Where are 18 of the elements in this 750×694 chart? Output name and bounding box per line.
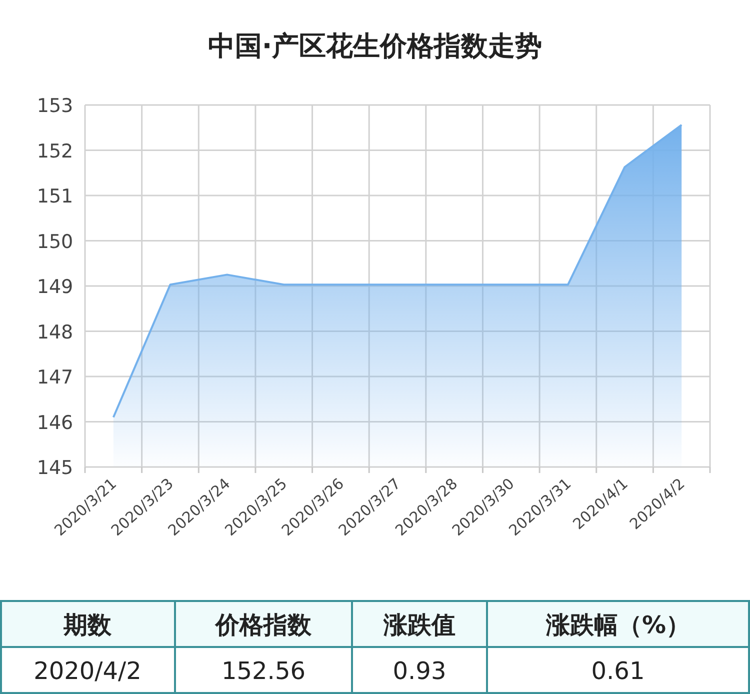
text: 价格指数 (214, 611, 312, 639)
y-tick-label: 145 (36, 457, 74, 479)
text: 0.61 (591, 657, 645, 685)
y-tick-label: 153 (36, 95, 74, 117)
text: 0.93 (392, 657, 446, 685)
y-tick-label: 150 (36, 230, 74, 253)
y-tick-label: 148 (36, 321, 74, 344)
y-tick-label: 146 (36, 412, 74, 434)
text: 152.56 (222, 657, 306, 685)
text: 涨跌值 (382, 611, 456, 639)
y-tick-label: 152 (36, 140, 74, 162)
chart-title: 中国·产区花生价格指数走势 (208, 31, 542, 62)
text: 2020/4/2 (34, 657, 142, 685)
text: 期数 (62, 611, 112, 639)
y-tick-label: 147 (36, 366, 74, 388)
y-tick-label: 149 (36, 276, 74, 298)
y-tick-label: 151 (36, 186, 74, 208)
text: 涨跌幅（%） (544, 611, 690, 639)
